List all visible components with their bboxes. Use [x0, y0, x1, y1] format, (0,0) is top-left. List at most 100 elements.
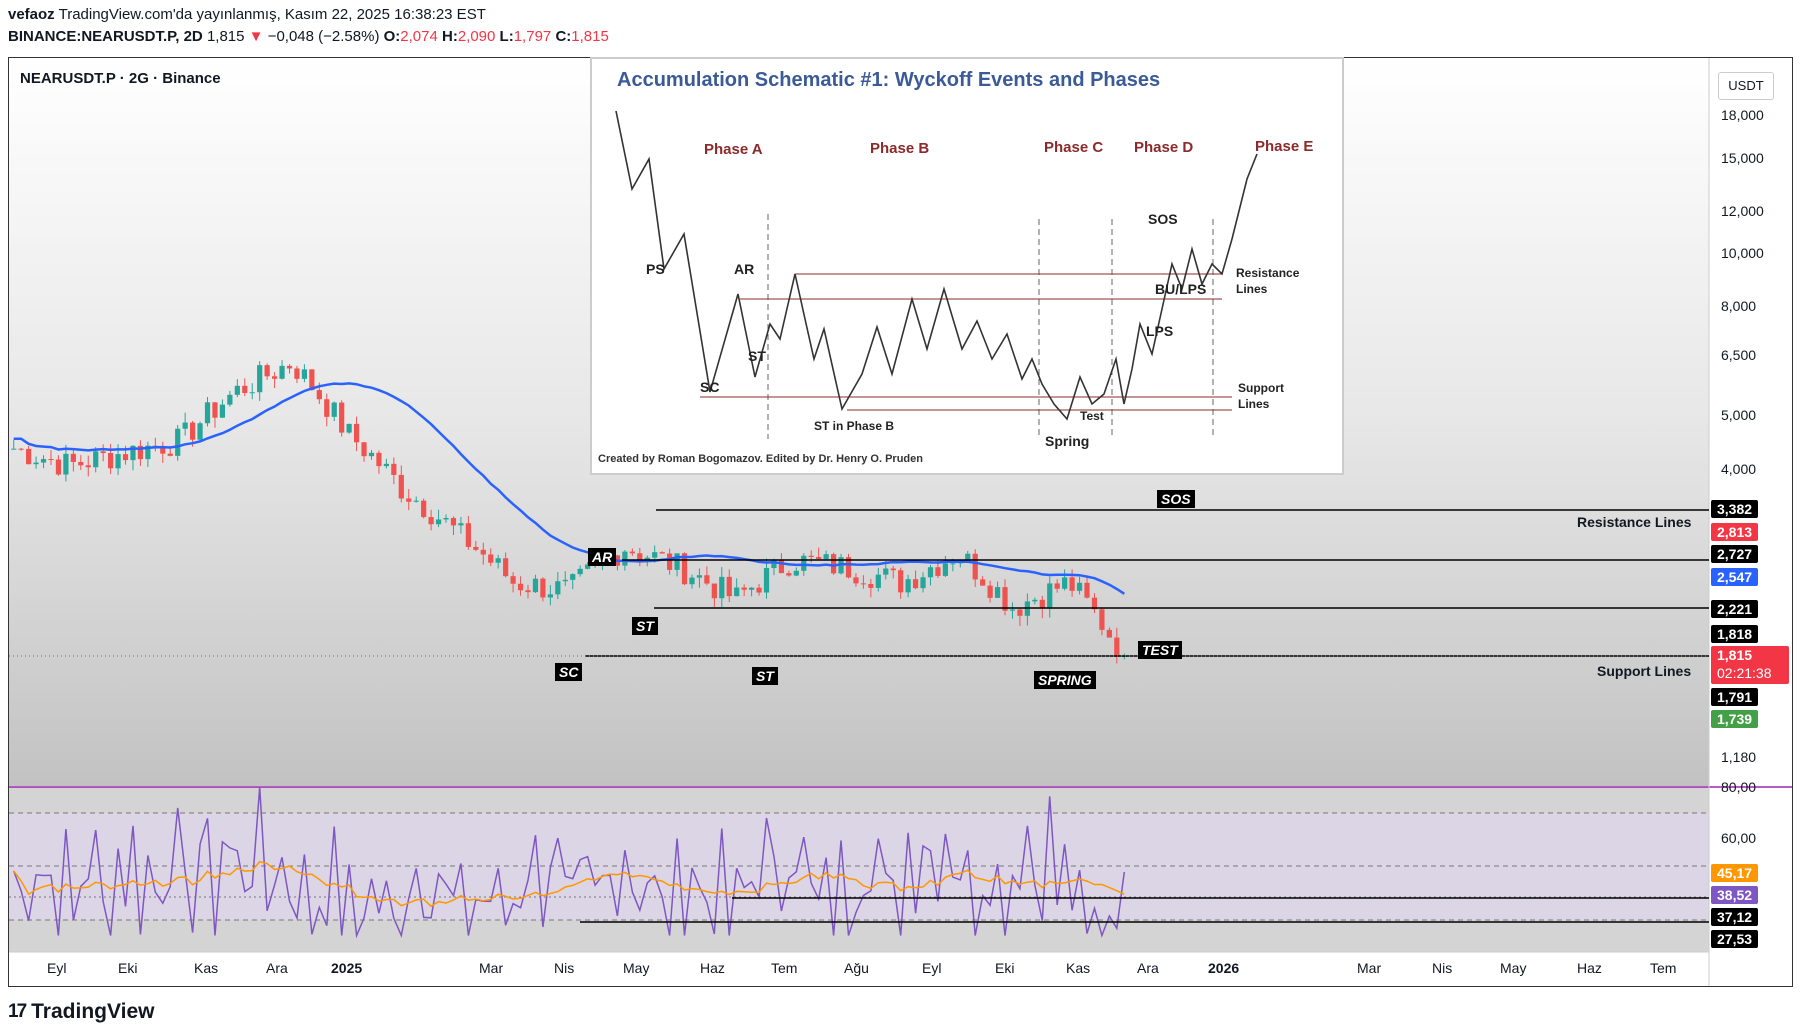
candle-body — [242, 385, 248, 393]
candle-body — [234, 385, 240, 395]
resistance-lines-label: Resistance Lines — [1577, 514, 1692, 530]
rsi-tick: 60,00 — [1721, 830, 1757, 846]
publish-date: TradingView.com'da yayınlanmış, Kasım 22… — [58, 6, 486, 23]
candle-body — [1106, 629, 1112, 638]
candle-body — [488, 554, 494, 563]
schematic-resistance-label-1: Resistance — [1236, 266, 1300, 280]
publish-info: vefaoz TradingView.com'da yayınlanmış, K… — [8, 6, 486, 23]
price-tick: 4,000 — [1721, 461, 1757, 477]
candle-body — [301, 369, 308, 379]
candle-body — [189, 422, 196, 440]
candle-body — [346, 423, 352, 433]
candle-body — [965, 553, 971, 562]
candle-body — [681, 553, 688, 585]
candle-body — [443, 518, 449, 520]
candle-body — [383, 463, 390, 467]
event-test: TEST — [1138, 641, 1182, 659]
x-tick: 2025 — [331, 960, 363, 976]
symbol-name: BINANCE:NEARUSDT.P, 2D — [8, 28, 203, 45]
high-value: 2,090 — [457, 28, 496, 45]
candle-body — [868, 584, 874, 588]
bar-countdown: 02:21:38 — [1717, 665, 1772, 681]
candle-body — [667, 553, 673, 570]
candle-body — [577, 568, 583, 575]
candle-body — [33, 462, 39, 465]
schematic-resistance-label-2: Lines — [1236, 282, 1268, 296]
candle-body — [197, 423, 203, 440]
candle-body — [1047, 583, 1053, 609]
candle-body — [294, 368, 300, 379]
schematic-price-path — [615, 110, 1258, 421]
candle-body — [778, 560, 785, 574]
event-st-phase-b: ST — [752, 667, 778, 685]
candle-body — [368, 452, 375, 457]
candle-body — [994, 587, 1001, 598]
candle-body — [495, 558, 501, 563]
candle-body — [830, 554, 837, 574]
candle-body — [659, 552, 665, 554]
indicator-overlays — [13, 382, 1125, 595]
candle-body — [555, 581, 561, 595]
x-tick: Ara — [266, 960, 288, 976]
down-arrow-icon: ▼ — [248, 28, 264, 45]
candle-body — [115, 454, 121, 469]
candle-body — [950, 563, 956, 565]
currency-selector[interactable]: USDT — [1718, 72, 1774, 100]
candle-body — [853, 577, 859, 584]
rsi-series — [12, 787, 1126, 939]
schematic-support-label-2: Lines — [1238, 397, 1270, 411]
x-tick: Ağu — [844, 960, 869, 976]
candle-body — [63, 453, 69, 475]
price-tag: 2,547 — [1711, 568, 1759, 586]
candle-body — [786, 573, 792, 576]
candle-body — [175, 428, 181, 456]
candle-body — [860, 583, 867, 585]
schematic-drawing — [615, 110, 1258, 439]
candle-body — [927, 567, 934, 578]
candle-body — [227, 394, 233, 405]
candle-body — [637, 553, 643, 561]
candle-body — [458, 523, 464, 526]
candle-body — [987, 585, 993, 598]
candle-body — [510, 576, 516, 584]
candle-body — [801, 555, 807, 571]
sc-label: SC — [700, 379, 720, 395]
brand-name: TradingView — [31, 1000, 155, 1023]
price-change: −0,048 (−2.58%) — [267, 28, 380, 45]
moving-average-line — [13, 382, 1125, 595]
phase-b-label: Phase B — [870, 140, 930, 157]
candle-body — [875, 574, 881, 588]
rsi-value-tag: 38,52 — [1711, 886, 1759, 904]
candle-body — [719, 576, 725, 599]
schematic-title: Accumulation Schematic #1: Wyckoff Event… — [617, 69, 1161, 91]
event-sc: SC — [555, 663, 583, 681]
candle-body — [122, 454, 129, 461]
price-tag: 2,813 — [1711, 523, 1759, 541]
price-tick: 5,000 — [1721, 407, 1757, 423]
candle-body — [652, 552, 658, 558]
candle-body — [793, 570, 799, 576]
candle-body — [696, 575, 703, 578]
x-tick: Tem — [771, 960, 798, 976]
x-tick: Eki — [118, 960, 138, 976]
candle-body — [629, 551, 635, 554]
candle-body — [219, 404, 226, 418]
candle-body — [108, 453, 114, 469]
candle-body — [734, 587, 740, 597]
rsi-ma-line — [13, 860, 1125, 908]
candle-body — [398, 474, 404, 499]
candle-body — [890, 568, 896, 571]
candle-body — [85, 465, 91, 468]
candle-body — [406, 498, 412, 502]
candle-body — [249, 392, 255, 394]
x-tick: Eyl — [922, 960, 942, 976]
ps-label: PS — [646, 261, 665, 277]
candle-body — [816, 556, 822, 559]
candle-body — [1009, 609, 1016, 611]
test-label: Test — [1080, 409, 1104, 423]
candle-body — [748, 587, 755, 590]
candle-body — [741, 587, 747, 590]
rsi-line — [12, 787, 1126, 939]
candle-body — [204, 402, 211, 424]
tradingview-logo[interactable]: 17 TradingView — [8, 1000, 154, 1024]
